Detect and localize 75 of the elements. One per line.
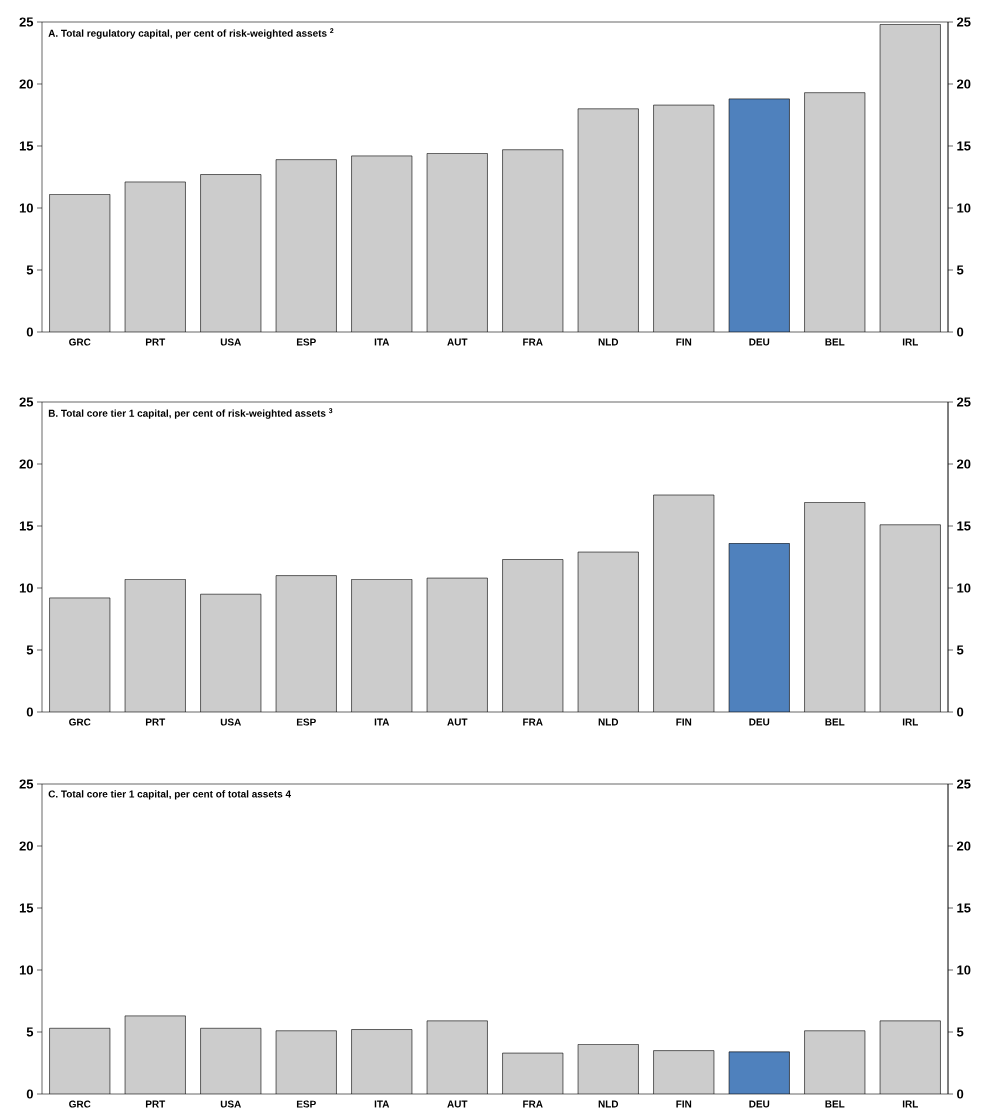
y2-tick-label: 25 [957,397,971,407]
y2-tick-label: 15 [957,521,971,531]
x-tick-label: IRL [902,338,918,346]
text: C. Total core tier 1 capital, per cent of total assets 4 [48,790,291,800]
x-tick-label: IRL [902,718,918,726]
y2-tick-label: 10 [957,965,971,975]
y2-tick-label: 10 [957,203,971,213]
x-tick-label: ITA [374,718,390,726]
x-tick-label: AUT [447,1100,468,1108]
text: A. Total regulatory capital, per cent of risk-weighted assets $^{2}$ [48,28,334,39]
y2-tick-label: 5 [956,265,964,275]
x-tick-label: FIN [676,1100,692,1108]
y-tick-label: 15 [19,903,34,913]
x-tick-label: ESP [296,1100,316,1108]
x-tick-label: DEU [749,338,770,346]
x-tick-label: NLD [598,718,619,726]
x-tick-label: GRC [69,1100,91,1108]
y2-tick-label: 0 [957,707,964,717]
x-tick-label: FRA [523,1100,543,1108]
y-tick-label: 15 [19,521,34,531]
y2-tick-label: 10 [957,583,971,593]
y2-tick-label: 15 [957,903,971,913]
x-tick-label: PRT [145,1100,166,1108]
y2-tick-label: 15 [957,141,971,151]
x-tick-label: FRA [523,718,543,726]
y-tick-label: 25 [19,779,34,789]
x-tick-label: IRL [902,1100,918,1108]
y-tick-label: 0 [26,707,33,717]
text: B. Total core tier 1 capital, per cent of risk-weighted assets $^{3}$ [48,408,333,419]
y-tick-label: 20 [19,841,33,851]
y-tick-label: 10 [19,203,33,213]
x-tick-label: FRA [523,338,543,346]
x-tick-label: USA [220,718,242,726]
x-tick-label: BEL [825,718,845,726]
y-tick-label: 20 [19,79,33,89]
x-tick-label: DEU [749,718,770,726]
y-tick-label: 25 [19,17,34,27]
x-tick-label: AUT [447,718,468,726]
y-tick-label: 10 [19,965,33,975]
y2-tick-label: 20 [957,459,971,469]
x-tick-label: NLD [598,338,619,346]
x-tick-label: DEU [749,1100,770,1108]
x-tick-label: ITA [374,1100,390,1108]
x-tick-label: FIN [676,718,692,726]
x-tick-label: BEL [825,1100,845,1108]
x-tick-label: BEL [825,338,845,346]
y2-tick-label: 25 [957,779,971,789]
y-tick-label: 10 [19,583,33,593]
x-tick-label: ESP [296,338,316,346]
y-tick-label: 0 [26,327,33,337]
y2-tick-label: 5 [956,645,964,655]
y-tick-label: 25 [19,397,34,407]
x-tick-label: GRC [69,718,91,726]
x-tick-label: ITA [374,338,390,346]
x-tick-label: PRT [145,718,166,726]
y2-tick-label: 0 [957,1089,964,1099]
y-tick-label: 0 [26,1089,33,1099]
y-tick-label: 5 [26,1027,34,1037]
x-tick-label: FIN [676,338,692,346]
x-tick-label: GRC [69,338,91,346]
y-tick-label: 20 [19,459,33,469]
x-tick-label: USA [220,1100,242,1108]
y-tick-label: 5 [26,645,34,655]
y-tick-label: 15 [19,141,34,151]
y2-tick-label: 20 [957,841,971,851]
y2-tick-label: 20 [957,79,971,89]
x-tick-label: PRT [145,338,166,346]
y2-tick-label: 5 [956,1027,964,1037]
y2-tick-label: 25 [957,17,971,27]
x-tick-label: AUT [447,338,468,346]
x-tick-label: NLD [598,1100,619,1108]
x-tick-label: USA [220,338,242,346]
x-tick-label: ESP [296,718,316,726]
y-tick-label: 5 [26,265,34,275]
y2-tick-label: 0 [957,327,964,337]
